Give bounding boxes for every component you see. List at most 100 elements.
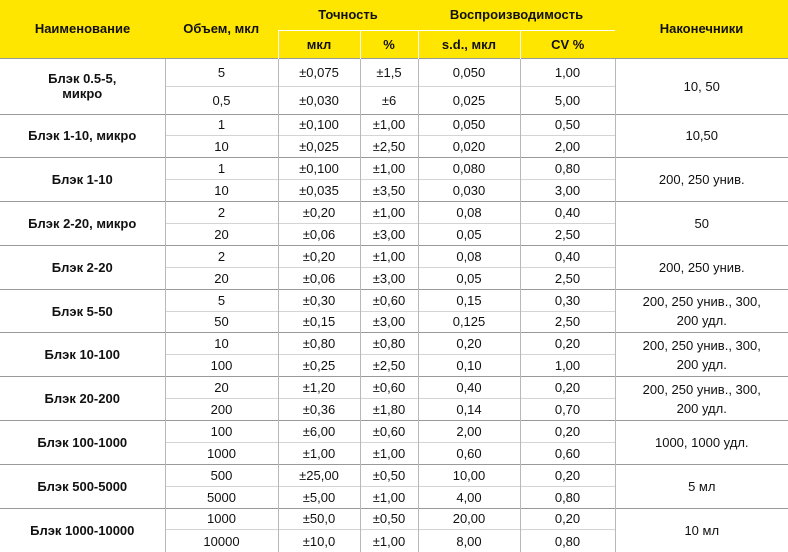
header-cell: s.d., мкл — [417, 29, 520, 58]
value-cell: 0,70 — [519, 398, 615, 421]
value-cell: 0,050 — [417, 113, 520, 136]
table-row: Блэк 100-1000 100 ±6,00 ±0,60 2,00 0,20 1000, … — [0, 419, 788, 465]
value-cell: 1,00 — [519, 57, 615, 86]
value-cell: 5 — [164, 57, 278, 86]
model-name: Блэк 2-20, микро — [0, 201, 165, 246]
value-cell: ±0,60 — [359, 376, 418, 399]
value-cell: ±3,00 — [359, 222, 418, 246]
tips-cell: 200, 250 унив., 300, 200 удл. — [614, 376, 788, 421]
table-row: Блэк 1-10, микро 1 ±0,100 ±1,00 0,050 0,50 10,… — [0, 113, 788, 158]
value-cell: ±1,00 — [359, 485, 418, 509]
value-cell: ±0,50 — [359, 507, 418, 530]
value-cell: 1,00 — [519, 354, 615, 377]
value-cell: ±3,00 — [359, 266, 418, 290]
value-cell: 0,60 — [519, 441, 615, 465]
value-cell: ±0,15 — [277, 310, 360, 333]
value-cell: 2,00 — [519, 135, 615, 158]
value-cell: 20 — [164, 376, 278, 399]
value-cell: 0,20 — [519, 376, 615, 399]
value-cell: ±1,5 — [359, 57, 418, 86]
value-cell: 0,030 — [417, 179, 520, 202]
value-cell: 10 — [164, 135, 278, 158]
value-cell: ±1,00 — [359, 441, 418, 465]
value-cell: 20 — [164, 266, 278, 290]
value-cell: 1 — [164, 113, 278, 136]
value-cell: ±0,035 — [277, 179, 360, 202]
model-name: Блэк 1-10, микро — [0, 113, 165, 158]
value-cell: 200 — [164, 398, 278, 421]
tips-cell: 200, 250 унив., 300, 200 удл. — [614, 288, 788, 333]
value-cell: 0,20 — [519, 419, 615, 443]
header-cell: Воспроизводимость — [418, 0, 615, 30]
table-row: 5000 ±5,00 ±1,00 4,00 0,80 — [0, 485, 788, 509]
value-cell: ±0,25 — [277, 354, 360, 377]
tips-cell: 10, 50 — [614, 57, 788, 114]
value-cell: ±0,50 — [359, 463, 418, 487]
value-cell: ±0,025 — [277, 135, 360, 158]
value-cell: 3,00 — [519, 179, 615, 202]
value-cell: 0,080 — [417, 157, 520, 180]
tips-cell: 10,50 — [614, 113, 788, 158]
value-cell: ±5,00 — [277, 485, 360, 509]
table-row: Блэк 20-200 20 ±1,20 ±0,60 0,40 0,20 200, 250 … — [0, 376, 788, 421]
value-cell: 0,80 — [519, 529, 615, 552]
value-cell: ±1,00 — [359, 157, 418, 180]
value-cell: 20,00 — [417, 507, 520, 530]
table-body: Блэк 0.5-5, микро 5 ±0,075 ±1,5 0,050 1,00 10,… — [0, 57, 788, 552]
value-cell: 0,14 — [417, 398, 520, 421]
value-cell: ±1,00 — [359, 244, 418, 268]
value-cell: 0,20 — [519, 507, 615, 530]
value-cell: 100 — [164, 354, 278, 377]
value-cell: 1000 — [164, 441, 278, 465]
value-cell: ±3,50 — [359, 179, 418, 202]
tips-cell: 5 мл — [614, 463, 788, 509]
value-cell: 0,020 — [417, 135, 520, 158]
value-cell: 0,20 — [519, 332, 615, 355]
value-cell: ±0,60 — [359, 288, 418, 312]
tips-cell: 50 — [614, 201, 788, 246]
model-name: Блэк 5-50 — [0, 288, 165, 333]
header-cell: Наименование — [0, 0, 165, 58]
table-row: Блэк 2-20, микро 2 ±0,20 ±1,00 0,08 0,40 50 — [0, 201, 788, 246]
value-cell: ±10,0 — [277, 529, 360, 552]
value-cell: ±1,00 — [277, 441, 360, 465]
value-cell: ±0,20 — [277, 244, 360, 268]
value-cell: 2 — [164, 201, 278, 224]
table-row: 20 ±0,06 ±3,00 0,05 2,50 — [0, 266, 788, 290]
value-cell: 5000 — [164, 485, 278, 509]
table-row: Блэк 0.5-5, микро 5 ±0,075 ±1,5 0,050 1,00 10,… — [0, 57, 788, 114]
value-cell: 50 — [164, 310, 278, 333]
value-cell: 0,40 — [519, 201, 615, 224]
tips-cell: 200, 250 унив. — [614, 244, 788, 290]
table-row: 20 ±0,06 ±3,00 0,05 2,50 — [0, 222, 788, 246]
table-row: Блэк 500-5000 500 ±25,00 ±0,50 10,00 0,20 5 мл — [0, 463, 788, 509]
value-cell: ±2,50 — [359, 354, 418, 377]
table-row: Блэк 1000-10000 1000 ±50,0 ±0,50 20,00 0,20 10… — [0, 507, 788, 552]
value-cell: ±25,00 — [277, 463, 360, 487]
value-cell: 5 — [164, 288, 278, 312]
value-cell: 0,08 — [417, 201, 520, 224]
table-row: Блэк 1-10 1 ±0,100 ±1,00 0,080 0,80 200, 250 у… — [0, 157, 788, 202]
model-name: Блэк 1-10 — [0, 157, 165, 202]
value-cell: ±50,0 — [277, 507, 360, 530]
value-cell: 0,40 — [417, 376, 520, 399]
table-row: 50 ±0,15 ±3,00 0,125 2,50 — [0, 310, 788, 333]
value-cell: 0,60 — [417, 441, 520, 465]
value-cell: 0,50 — [519, 113, 615, 136]
value-cell: 0,05 — [417, 266, 520, 290]
table-row: 1000 ±1,00 ±1,00 0,60 0,60 — [0, 441, 788, 465]
value-cell: 0,80 — [519, 485, 615, 509]
model-name: Блэк 1000-10000 — [0, 507, 165, 552]
value-cell: 0,80 — [519, 157, 615, 180]
value-cell: ±1,20 — [277, 376, 360, 399]
value-cell: 0,20 — [519, 463, 615, 487]
model-name: Блэк 10-100 — [0, 332, 165, 377]
value-cell: 0,40 — [519, 244, 615, 268]
value-cell: ±6 — [359, 85, 418, 114]
value-cell: 2,50 — [519, 266, 615, 290]
value-cell: 1000 — [164, 507, 278, 530]
model-name: Блэк 500-5000 — [0, 463, 165, 509]
value-cell: ±0,100 — [277, 113, 360, 136]
value-cell: 0,5 — [164, 85, 278, 114]
